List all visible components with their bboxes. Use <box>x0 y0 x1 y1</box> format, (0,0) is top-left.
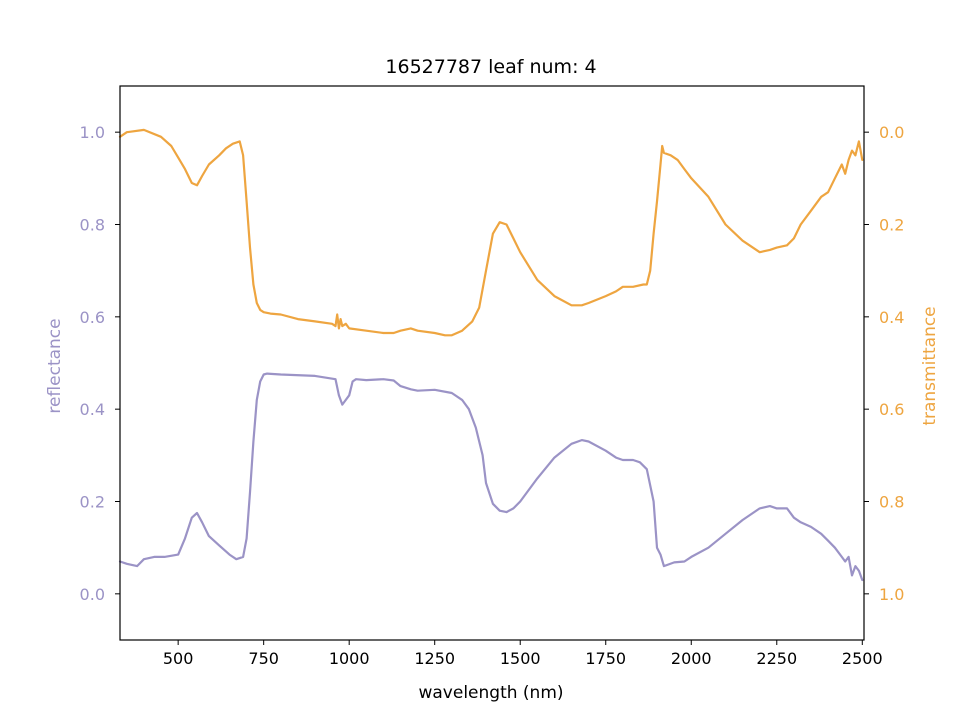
left-tick-label: 0.2 <box>80 493 105 512</box>
x-tick-label: 1750 <box>585 649 626 668</box>
right-tick-label: 0.8 <box>879 493 904 512</box>
x-tick-label: 2500 <box>842 649 883 668</box>
x-tick-label: 750 <box>248 649 279 668</box>
x-tick-label: 2250 <box>756 649 797 668</box>
series-layer <box>118 128 864 582</box>
x-tick-label: 1500 <box>500 649 541 668</box>
left-tick-label: 0.4 <box>80 400 105 419</box>
right-tick-label: 1.0 <box>879 585 904 604</box>
x-tick-label: 500 <box>163 649 194 668</box>
right-tick-label: 0.6 <box>879 400 904 419</box>
x-tick-label: 1000 <box>329 649 370 668</box>
plot-frame <box>119 85 865 641</box>
x-tick-label: 2000 <box>671 649 712 668</box>
right-tick-label: 0.4 <box>879 308 904 327</box>
left-axis-ticks: 0.0 0.2 0.4 0.6 0.8 1.0 <box>80 123 120 604</box>
chart-title: 16527787 leaf num: 4 <box>385 56 596 78</box>
left-tick-label: 0.8 <box>80 216 105 235</box>
right-axis-ticks: 0.0 0.2 0.4 0.6 0.8 1.0 <box>864 123 904 604</box>
right-axis-label: transmittance <box>920 306 940 425</box>
left-tick-label: 1.0 <box>80 123 105 142</box>
left-tick-label: 0.6 <box>80 308 105 327</box>
x-axis-ticks: 500 750 1000 1250 1500 1750 2000 2250 2500 <box>163 640 883 668</box>
x-tick-label: 1250 <box>414 649 455 668</box>
left-tick-label: 0.0 <box>80 585 105 604</box>
right-tick-label: 0.2 <box>879 216 904 235</box>
x-axis-label: wavelength (nm) <box>418 683 563 703</box>
series-line-reflectance <box>118 372 864 582</box>
left-axis-label: reflectance <box>45 318 65 413</box>
series-line-transmittance <box>118 128 864 337</box>
right-tick-label: 0.0 <box>879 123 904 142</box>
